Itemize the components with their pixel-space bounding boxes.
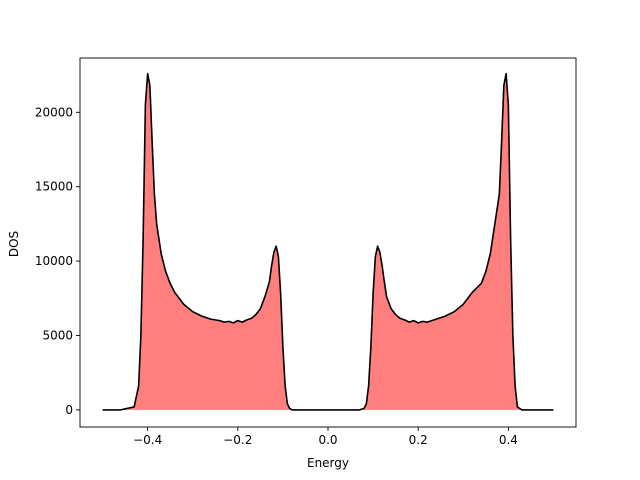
y-tick-label: 0 [65,403,73,417]
x-tick-label: −0.2 [223,433,252,447]
y-tick-label: 15000 [35,180,73,194]
y-tick-label: 10000 [35,254,73,268]
x-tick-label: 0.4 [499,433,518,447]
y-tick-label: 5000 [42,328,73,342]
dos-filled-area [102,73,554,410]
y-tick-label: 20000 [35,105,73,119]
x-tick-label: 0.2 [409,433,428,447]
plot-area [102,72,554,411]
dos-curve [102,72,554,411]
x-tick-label: 0.0 [318,433,337,447]
x-tick-label: −0.4 [133,433,162,447]
y-axis-label: DOS [7,231,21,257]
axes: −0.4 −0.2 0.0 0.2 0.4 0 5000 10000 15000 20000 [35,57,577,447]
x-axis-label: Energy [307,456,349,470]
